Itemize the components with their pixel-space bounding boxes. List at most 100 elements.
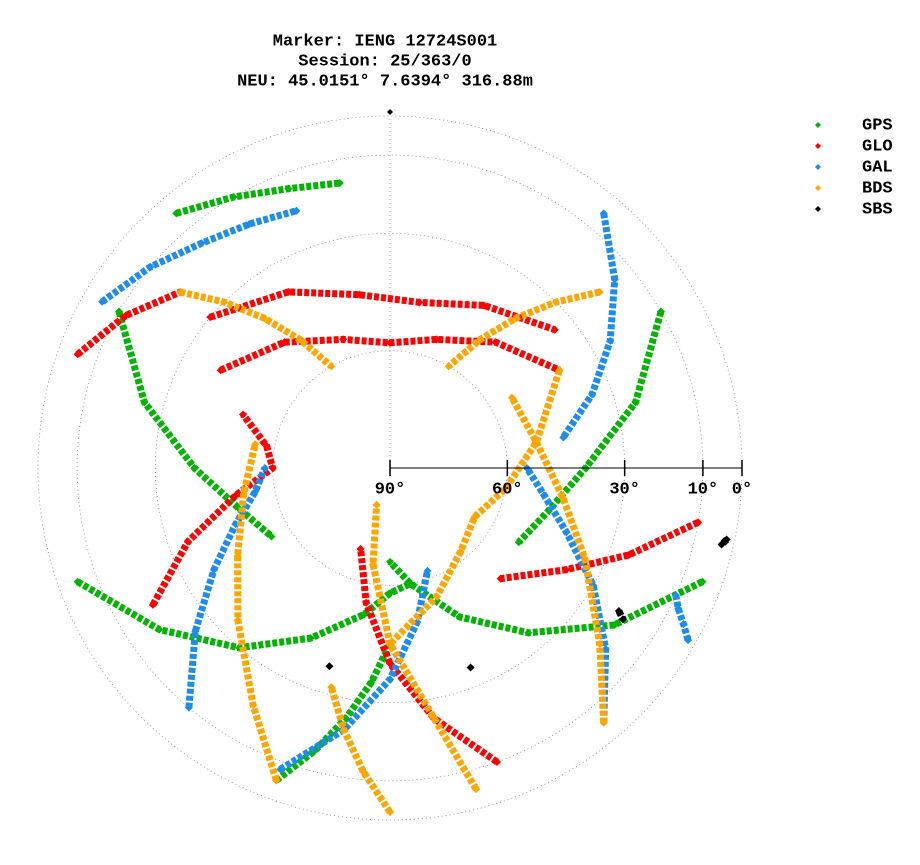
- sat-point: [423, 566, 432, 575]
- sat-point: [386, 557, 394, 566]
- r-tick-label: 90°: [375, 480, 406, 499]
- sat-point: [406, 579, 415, 588]
- r-tick-label: 30°: [609, 480, 640, 499]
- sat-point: [191, 627, 200, 636]
- sat-point: [327, 362, 336, 371]
- legend-marker: [815, 143, 821, 149]
- track: [115, 310, 274, 540]
- sat-point: [601, 645, 610, 654]
- track: [357, 548, 499, 765]
- sat-point: [251, 487, 260, 496]
- sat-point: [656, 307, 665, 316]
- sat-point: [588, 390, 597, 399]
- sat-point: [555, 366, 564, 375]
- sat-point: [432, 335, 441, 344]
- sat-point: [121, 311, 130, 320]
- sat-point: [413, 618, 422, 627]
- legend-label: GPS: [862, 116, 893, 135]
- sat-point: [606, 336, 615, 345]
- sat-point: [671, 591, 680, 600]
- sat-point: [717, 540, 726, 549]
- sat-point: [98, 297, 107, 306]
- track: [100, 207, 298, 305]
- sat-point: [339, 725, 348, 734]
- sat-point: [386, 640, 394, 648]
- track: [149, 412, 277, 607]
- sat-point: [190, 464, 199, 472]
- sat-point: [262, 442, 271, 451]
- sat-point: [146, 262, 155, 271]
- sat-point: [233, 552, 242, 560]
- sat-point: [562, 528, 571, 537]
- sat-point: [229, 193, 238, 202]
- sat-point: [372, 500, 381, 509]
- sat-point: [260, 464, 269, 472]
- sat-point: [722, 535, 731, 544]
- legend-marker: [815, 122, 821, 128]
- sat-point: [674, 604, 683, 613]
- sat-point: [694, 518, 703, 527]
- legend-label: GLO: [862, 137, 893, 156]
- sat-point: [493, 758, 502, 767]
- sat-point: [599, 718, 608, 727]
- sat-point: [184, 703, 193, 712]
- sat-point: [197, 239, 206, 248]
- sat-point: [73, 350, 82, 359]
- track: [175, 179, 341, 217]
- legend-label: BDS: [862, 179, 893, 198]
- sat-point: [679, 620, 688, 629]
- sat-point: [524, 628, 533, 637]
- sat-point: [216, 366, 225, 375]
- sat-point: [367, 678, 376, 687]
- sat-point: [624, 550, 633, 559]
- sat-point: [466, 663, 475, 672]
- sat-point: [551, 298, 560, 307]
- sat-point: [296, 335, 305, 344]
- r-tick-label: 0°: [732, 480, 752, 499]
- sat-point: [610, 275, 619, 284]
- track: [278, 570, 431, 773]
- sat-point: [369, 560, 378, 569]
- sat-point: [176, 288, 185, 297]
- sat-point: [148, 600, 157, 609]
- chart-title: Marker: IENG 12724S001: [273, 32, 497, 51]
- legend-marker: [815, 206, 821, 212]
- sat-point: [507, 393, 516, 402]
- sat-point: [511, 314, 520, 323]
- sat-point: [470, 512, 479, 521]
- track: [327, 686, 393, 815]
- sat-point: [327, 683, 336, 692]
- sat-point: [249, 701, 258, 710]
- sat-point: [550, 325, 559, 334]
- sat-point: [455, 612, 464, 621]
- sat-point: [239, 489, 248, 498]
- sat-point: [386, 659, 394, 668]
- sat-point: [220, 298, 229, 307]
- chart-title: NEU: 45.0151° 7.6394° 316.88m: [237, 72, 533, 91]
- sat-point: [356, 544, 365, 553]
- sat-point: [73, 577, 82, 586]
- sat-point: [140, 398, 149, 407]
- sat-point: [386, 589, 394, 598]
- sat-point: [415, 298, 424, 307]
- sat-point: [540, 491, 549, 500]
- sat-point: [432, 592, 441, 601]
- sat-point: [631, 398, 640, 407]
- legend-label: GAL: [862, 158, 893, 177]
- sat-point: [206, 313, 215, 322]
- north-marker: [387, 109, 393, 115]
- track: [523, 466, 610, 723]
- sat-point: [496, 574, 505, 583]
- track: [387, 559, 704, 637]
- sat-point: [292, 206, 301, 215]
- sat-point: [284, 287, 293, 296]
- sat-point: [479, 301, 488, 310]
- sat-point: [475, 335, 484, 344]
- sat-point: [267, 532, 276, 541]
- plot-area: 90° 60° 30° 10° 0°: [37, 115, 752, 821]
- sat-point: [355, 290, 364, 299]
- sat-point: [599, 209, 608, 218]
- sat-point: [618, 615, 627, 624]
- sat-point: [284, 184, 293, 193]
- track: [387, 369, 563, 647]
